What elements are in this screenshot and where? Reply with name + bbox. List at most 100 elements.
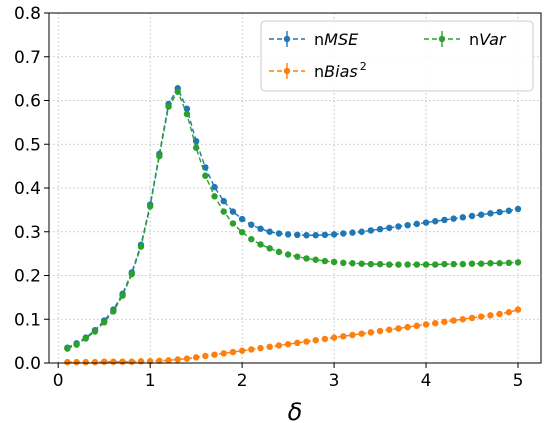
data-point — [413, 322, 421, 330]
data-point — [376, 260, 384, 268]
legend-label: nMSE — [314, 30, 359, 49]
data-point — [284, 251, 292, 258]
data-point — [505, 259, 513, 267]
data-point — [496, 260, 503, 267]
x-tick-label: 1 — [145, 371, 156, 391]
data-point — [294, 231, 301, 239]
data-point — [238, 228, 246, 236]
data-point — [358, 228, 365, 235]
data-point — [459, 316, 467, 323]
y-tick-label: 0.6 — [14, 92, 41, 112]
y-tick-label: 0.2 — [14, 267, 41, 287]
x-tick-label: 5 — [513, 371, 524, 391]
data-point — [128, 270, 135, 278]
data-point — [395, 261, 402, 268]
y-tick-label: 0.4 — [14, 179, 41, 199]
data-point — [257, 241, 264, 248]
series-bias — [64, 306, 522, 366]
data-point — [441, 260, 448, 268]
data-point — [100, 319, 108, 326]
data-point — [496, 208, 503, 216]
data-point — [146, 203, 154, 210]
data-point — [450, 215, 457, 222]
data-point — [367, 260, 375, 268]
data-point — [248, 221, 255, 228]
data-point — [110, 308, 117, 315]
data-point — [386, 224, 393, 232]
data-point — [459, 260, 467, 268]
data-point — [220, 208, 227, 215]
data-point — [220, 197, 227, 205]
data-point — [487, 260, 494, 267]
data-point — [192, 354, 200, 361]
data-point — [128, 358, 135, 365]
x-tick-label: 2 — [237, 371, 248, 391]
data-point — [294, 253, 301, 260]
data-point — [349, 331, 356, 339]
data-point — [340, 230, 347, 237]
data-point — [422, 261, 430, 268]
data-point — [248, 235, 255, 243]
data-point — [110, 358, 117, 365]
data-point — [487, 210, 494, 217]
data-point — [478, 260, 485, 267]
data-point — [312, 256, 319, 263]
data-point — [91, 328, 99, 335]
data-point — [321, 335, 329, 343]
data-point — [367, 329, 375, 336]
data-point — [266, 245, 273, 252]
data-point — [432, 261, 439, 268]
data-point — [229, 208, 237, 215]
y-tick-label: 0.0 — [14, 354, 41, 374]
data-point — [174, 356, 181, 363]
data-point — [422, 321, 430, 328]
data-point — [156, 357, 163, 365]
data-point — [73, 341, 80, 348]
data-point — [321, 231, 329, 239]
data-point — [303, 338, 310, 345]
data-point — [349, 229, 356, 236]
data-point — [220, 350, 227, 357]
data-point — [238, 347, 246, 354]
data-point — [165, 103, 172, 110]
data-point — [459, 214, 467, 221]
data-point — [413, 261, 421, 268]
legend-entry: nMSE — [269, 30, 359, 49]
data-point — [487, 312, 494, 319]
data-point — [275, 248, 283, 256]
data-point — [386, 261, 393, 268]
data-point — [137, 243, 145, 250]
data-point — [422, 219, 430, 226]
data-point — [229, 220, 237, 227]
legend-marker — [283, 35, 291, 43]
data-point — [441, 318, 448, 326]
data-point — [119, 292, 126, 299]
data-point — [496, 310, 503, 318]
data-point — [183, 355, 191, 362]
data-point — [514, 306, 522, 313]
data-point — [312, 337, 319, 344]
data-point — [505, 207, 513, 214]
data-point — [450, 260, 457, 268]
data-point — [358, 330, 365, 337]
data-point — [432, 319, 439, 327]
data-point — [358, 260, 365, 267]
data-point — [82, 358, 89, 366]
data-point — [284, 340, 292, 348]
series-line — [67, 90, 519, 350]
y-tick-label: 0.5 — [14, 135, 41, 155]
data-point — [468, 212, 476, 220]
data-point — [192, 144, 200, 151]
data-point — [404, 261, 411, 268]
data-point — [312, 232, 319, 239]
data-point — [340, 333, 347, 340]
data-point — [165, 357, 172, 364]
x-tick-label: 3 — [329, 371, 340, 391]
data-point — [386, 326, 393, 333]
data-point — [478, 313, 485, 320]
data-point — [468, 314, 476, 322]
data-point — [441, 216, 448, 224]
data-point — [303, 232, 310, 239]
y-tick-label: 0.1 — [14, 310, 41, 330]
data-point — [367, 227, 375, 234]
